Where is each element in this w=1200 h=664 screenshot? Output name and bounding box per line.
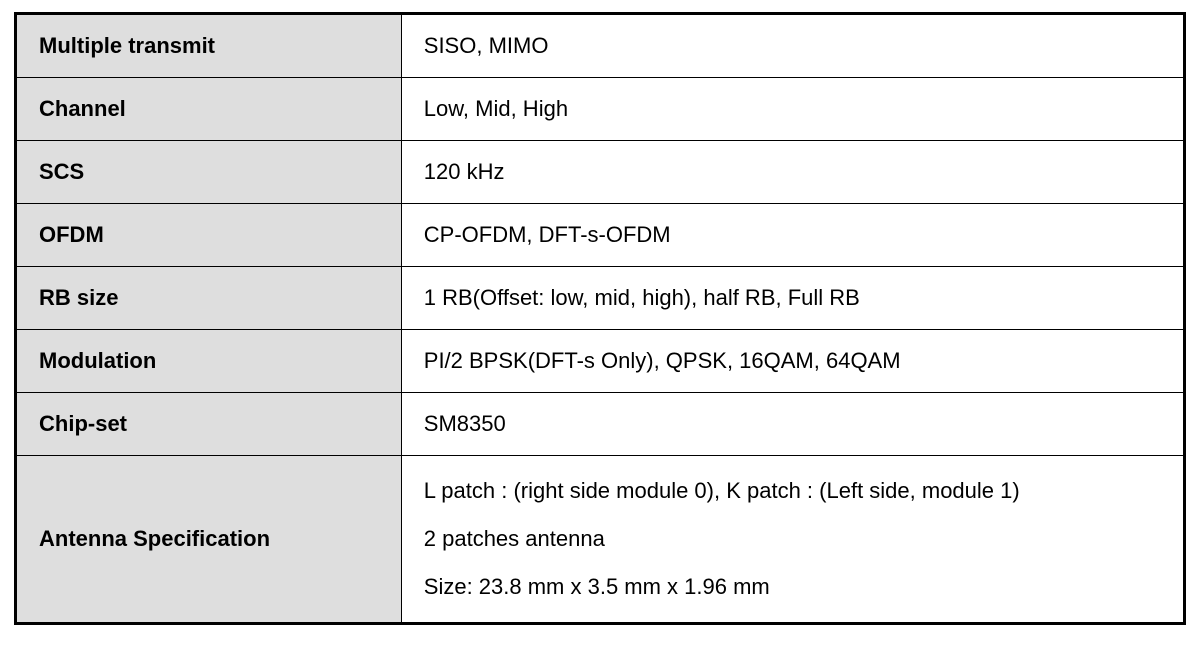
row-label: RB size bbox=[16, 267, 402, 330]
table-row: OFDM CP-OFDM, DFT-s-OFDM bbox=[16, 204, 1185, 267]
table-row: Multiple transmit SISO, MIMO bbox=[16, 14, 1185, 78]
row-value: 1 RB(Offset: low, mid, high), half RB, F… bbox=[401, 267, 1184, 330]
spec-table: Multiple transmit SISO, MIMO Channel Low… bbox=[14, 12, 1186, 625]
value-line: Size: 23.8 mm x 3.5 mm x 1.96 mm bbox=[424, 574, 1161, 600]
table-row: RB size 1 RB(Offset: low, mid, high), ha… bbox=[16, 267, 1185, 330]
row-value: SM8350 bbox=[401, 393, 1184, 456]
row-value: 120 kHz bbox=[401, 141, 1184, 204]
row-label: Multiple transmit bbox=[16, 14, 402, 78]
row-label: SCS bbox=[16, 141, 402, 204]
table-row: Antenna Specification L patch : (right s… bbox=[16, 456, 1185, 624]
row-value: CP-OFDM, DFT-s-OFDM bbox=[401, 204, 1184, 267]
table-row: Chip-set SM8350 bbox=[16, 393, 1185, 456]
row-label: Modulation bbox=[16, 330, 402, 393]
table-row: Channel Low, Mid, High bbox=[16, 78, 1185, 141]
value-line: L patch : (right side module 0), K patch… bbox=[424, 478, 1161, 504]
row-value: Low, Mid, High bbox=[401, 78, 1184, 141]
row-label: OFDM bbox=[16, 204, 402, 267]
row-value: L patch : (right side module 0), K patch… bbox=[401, 456, 1184, 624]
row-label: Channel bbox=[16, 78, 402, 141]
row-label: Antenna Specification bbox=[16, 456, 402, 624]
table-row: SCS 120 kHz bbox=[16, 141, 1185, 204]
table-row: Modulation PI/2 BPSK(DFT-s Only), QPSK, … bbox=[16, 330, 1185, 393]
row-label: Chip-set bbox=[16, 393, 402, 456]
row-value: PI/2 BPSK(DFT-s Only), QPSK, 16QAM, 64QA… bbox=[401, 330, 1184, 393]
row-value: SISO, MIMO bbox=[401, 14, 1184, 78]
value-line: 2 patches antenna bbox=[424, 526, 1161, 552]
